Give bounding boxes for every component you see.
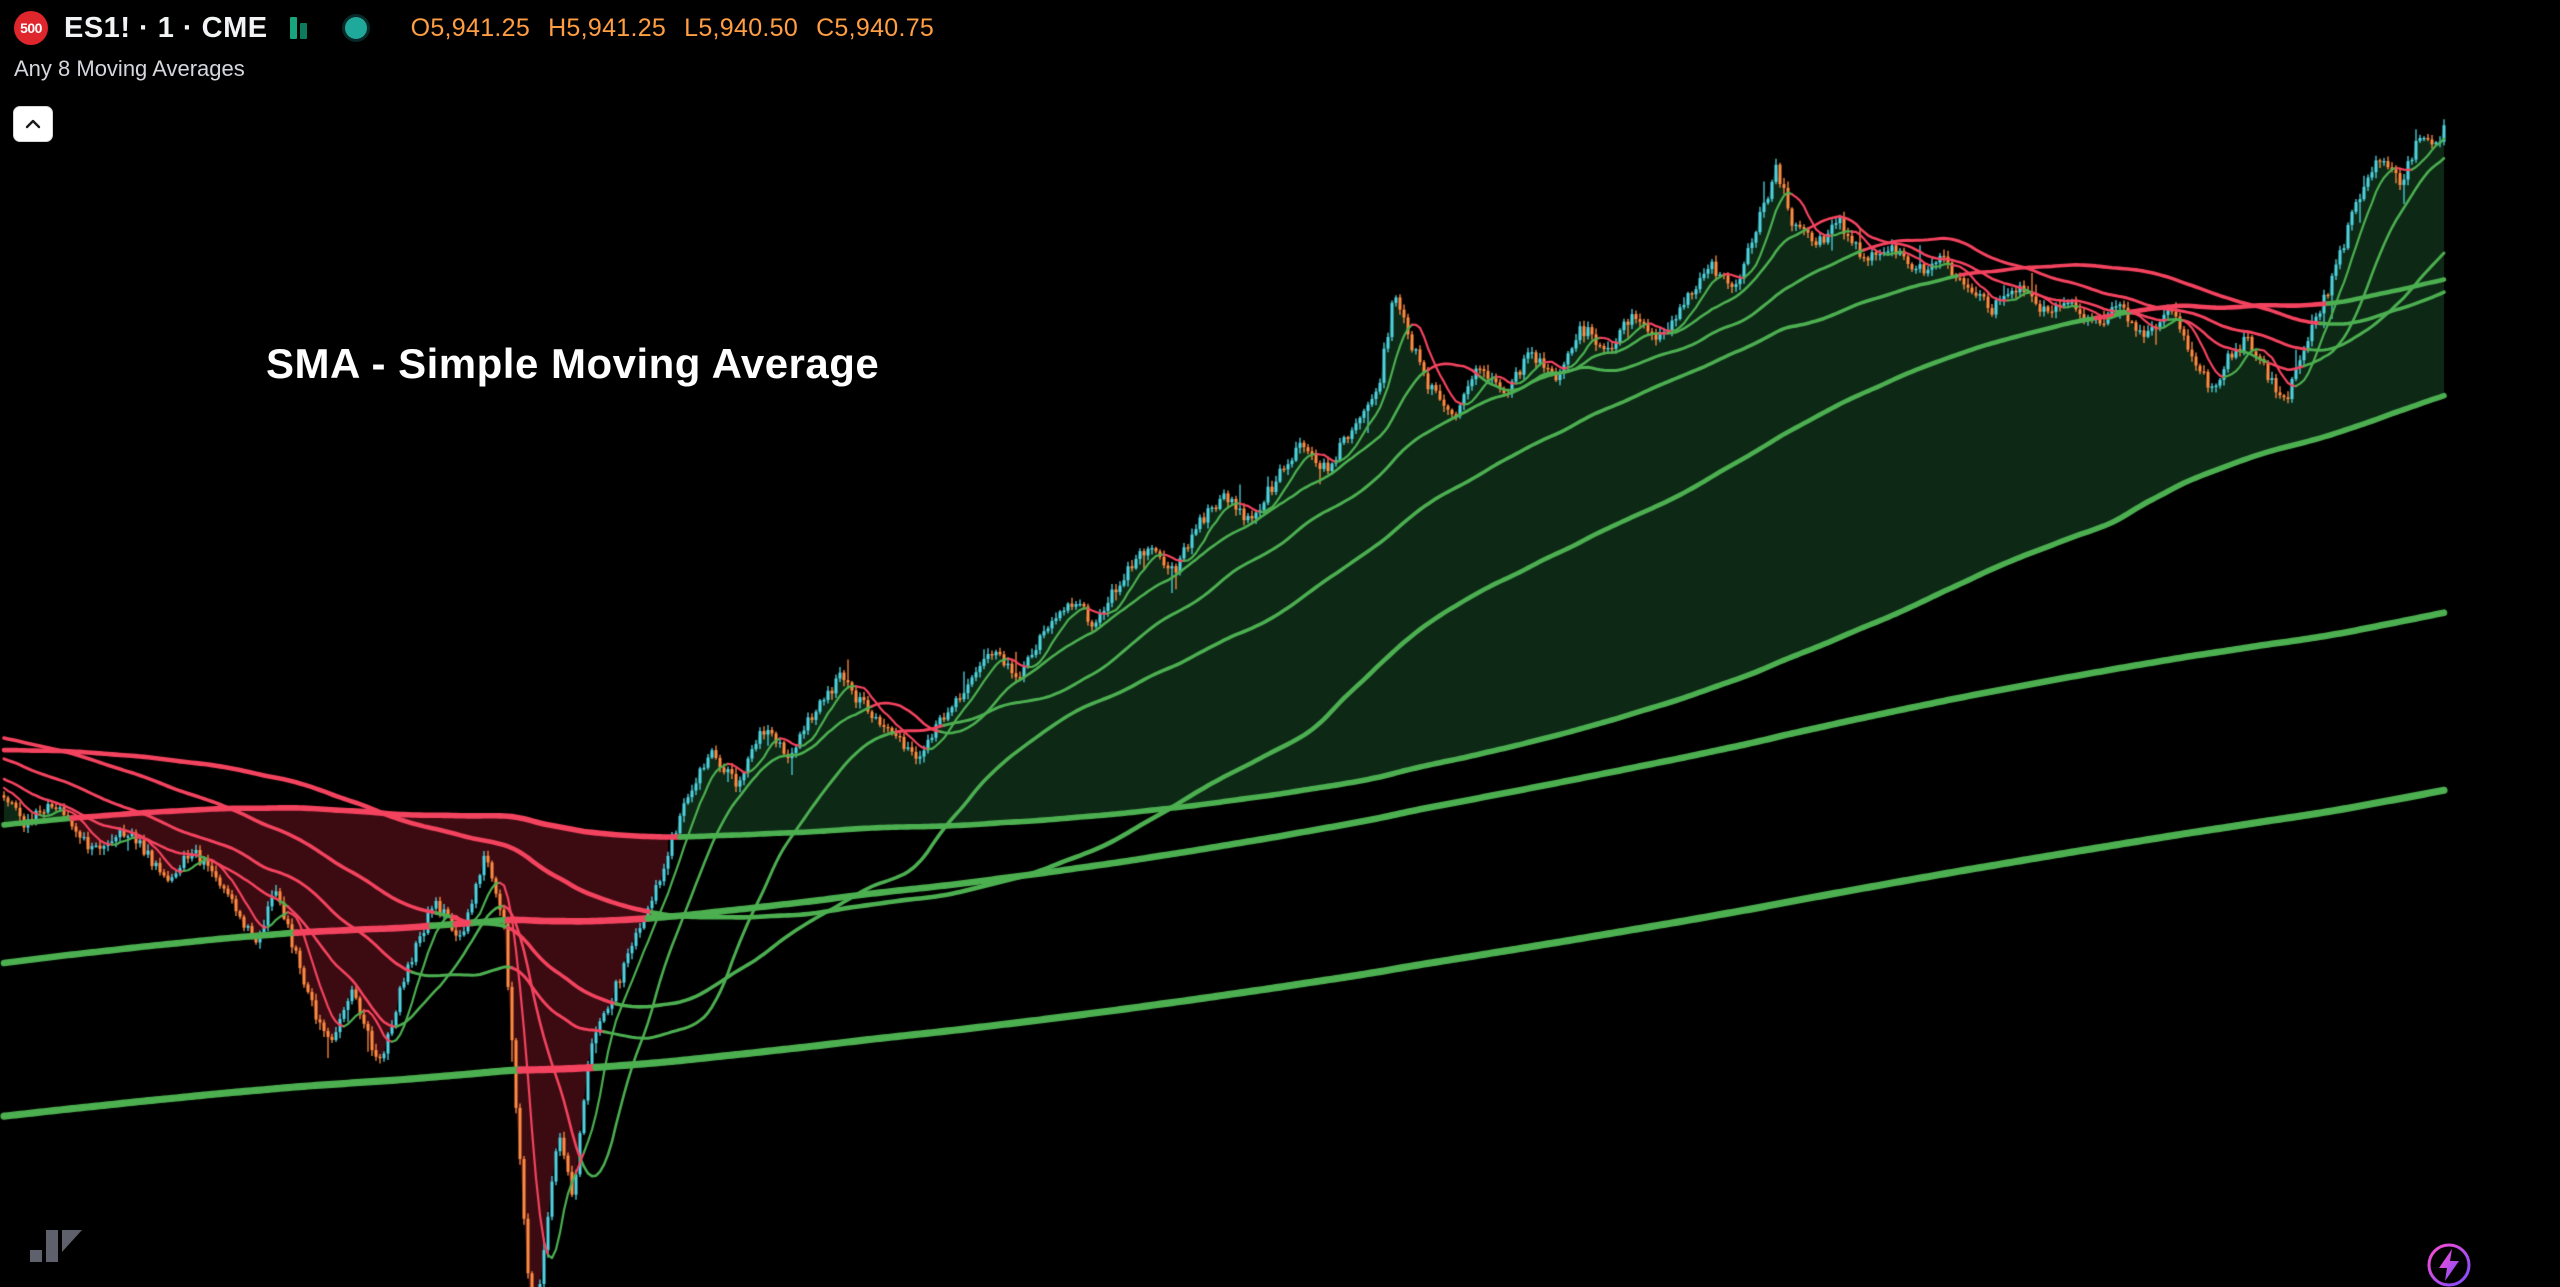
lightning-icon	[2427, 1243, 2471, 1287]
candles-chart-type-icon	[289, 17, 307, 39]
chart-annotation-text[interactable]: SMA - Simple Moving Average	[266, 340, 880, 387]
symbol-row: 500 ES1! · 1 · CME O5,941.25 H5,941.25 L…	[14, 8, 934, 48]
sp500-badge: 500	[14, 11, 48, 45]
low-value: L5,940.50	[684, 13, 799, 42]
symbol-title[interactable]: ES1! · 1 · CME	[64, 11, 268, 44]
chevron-up-icon	[25, 119, 41, 129]
legend-collapse-button[interactable]	[13, 106, 53, 142]
tradingview-logo-icon	[30, 1230, 82, 1262]
legend: 500 ES1! · 1 · CME O5,941.25 H5,941.25 L…	[14, 8, 934, 82]
lightning-boost-button[interactable]	[2424, 1240, 2474, 1287]
open-value: O5,941.25	[410, 13, 531, 42]
close-value: C5,940.75	[816, 13, 935, 42]
indicator-label[interactable]: Any 8 Moving Averages	[14, 56, 245, 81]
tradingview-logo[interactable]	[30, 1226, 82, 1269]
market-status-dot[interactable]	[344, 17, 367, 39]
high-value: H5,941.25	[548, 13, 667, 42]
ohlc-values: O5,941.25 H5,941.25 L5,940.50 C5,940.75	[411, 14, 935, 43]
